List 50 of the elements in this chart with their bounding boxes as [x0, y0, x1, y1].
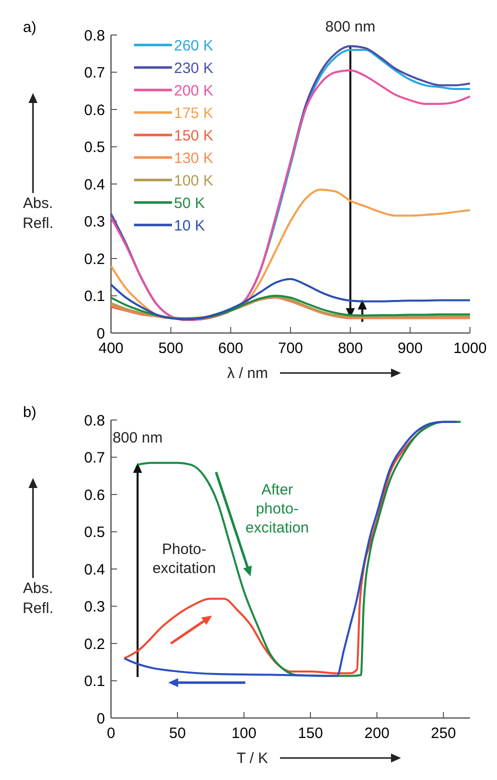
y-tick-label: 0.2 [84, 250, 105, 268]
x-axis-title: λ / nm [227, 365, 268, 382]
x-tick-label: 900 [398, 340, 423, 357]
legend-label: 230 K [174, 60, 214, 77]
legend-label: 175 K [174, 104, 214, 122]
y-tick-label: 0.8 [84, 27, 105, 44]
y-tick-label: 0.1 [84, 288, 105, 305]
x-tick-label: 150 [298, 725, 323, 742]
line-series [110, 278, 471, 320]
x-tick-label: 250 [430, 725, 456, 742]
x-tick-label: 600 [218, 340, 244, 357]
y-tick-label: 0.5 [84, 524, 105, 541]
y-tick-label: 0 [96, 710, 105, 728]
y-tick-label: 0.4 [84, 561, 105, 578]
x-tick-label: 1000 [453, 340, 487, 357]
legend-label: 50 K [174, 194, 205, 212]
y-tick-label: 0.6 [84, 102, 105, 119]
y-tick-label: 0.4 [84, 176, 105, 194]
chart-title: a) [23, 19, 36, 36]
y-tick-label: 0.5 [84, 139, 105, 156]
x-tick-label: 500 [158, 340, 184, 357]
legend-label: 260 K [174, 37, 214, 54]
x-axis-title: T / K [236, 750, 268, 767]
annotation: 800 nm [325, 18, 376, 36]
x-tick-label: 700 [278, 340, 304, 357]
legend-label: 150 K [174, 127, 214, 144]
y-tick-label: 0.6 [84, 486, 105, 504]
y-tick-label: 0.3 [84, 214, 105, 230]
legend-label: 130 K [174, 150, 214, 167]
annotation: Photo- excitation [152, 541, 216, 578]
y-tick-label: 0 [96, 325, 105, 342]
y-tick-label: 0.7 [84, 450, 105, 466]
chart-title: b) [23, 404, 36, 421]
x-tick-label: 800 [338, 340, 363, 357]
annotation: After photo- excitation [246, 482, 309, 536]
y-tick-label: 0.7 [84, 64, 105, 82]
x-tick-label: 400 [98, 340, 124, 357]
y-tick-label: 0.1 [84, 673, 105, 690]
x-tick-label: 50 [169, 725, 186, 742]
legend-label: 100 K [174, 172, 214, 190]
y-tick-label: 0.8 [84, 412, 105, 430]
x-tick-label: 200 [364, 725, 390, 742]
legend-label: 10 K [174, 217, 205, 234]
annotation: 800 nm [112, 429, 163, 446]
y-tick-label: 0.3 [84, 598, 105, 616]
y-axis-title: Abs. Refl. [22, 580, 54, 617]
y-axis-title: Abs. Refl. [22, 195, 54, 232]
x-tick-label: 100 [231, 725, 256, 742]
y-tick-label: 0.2 [84, 636, 105, 653]
legend-label: 200 K [174, 82, 214, 100]
